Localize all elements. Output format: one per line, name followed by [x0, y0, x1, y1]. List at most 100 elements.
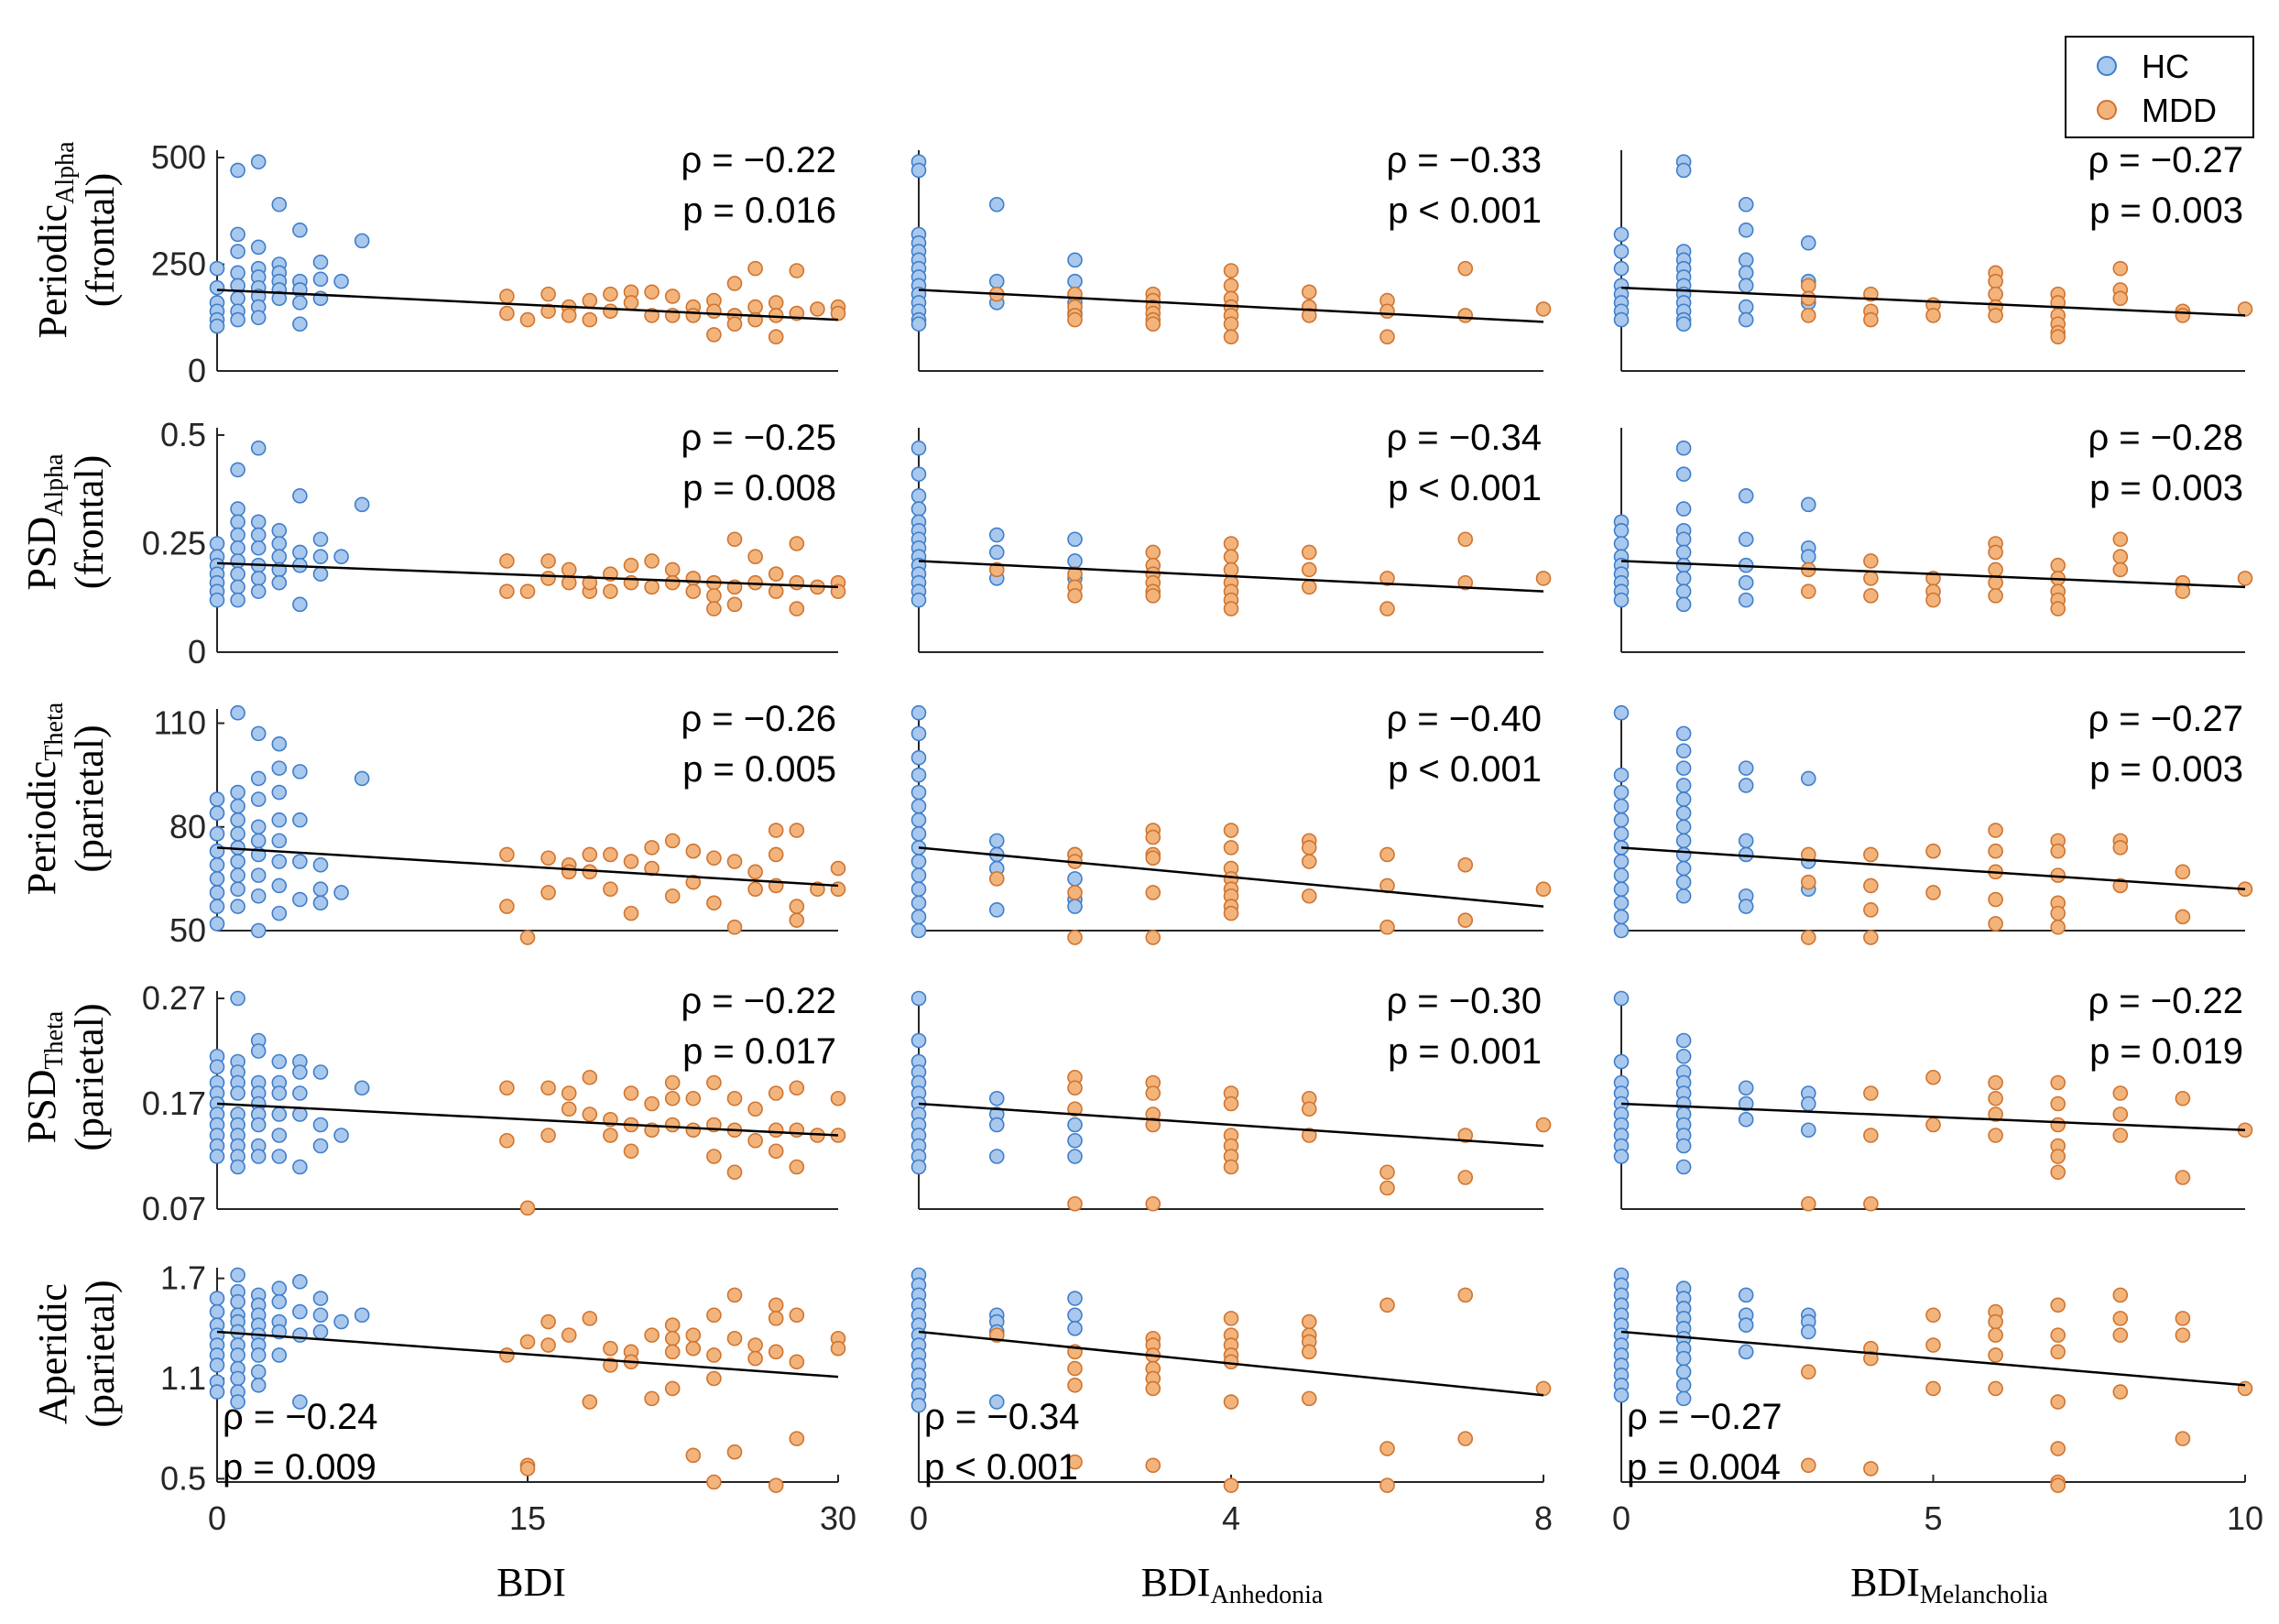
p-value-label: p < 0.001	[1388, 191, 1542, 231]
hc-point	[1067, 1132, 1083, 1149]
mdd-point	[1379, 1297, 1395, 1313]
mdd-point	[1301, 284, 1317, 300]
mdd-point	[1379, 1477, 1395, 1493]
hc-point	[250, 819, 267, 835]
y-label-row-1-line2: (frontal)	[67, 455, 112, 590]
hc-point	[250, 310, 267, 326]
mdd-point	[1067, 930, 1083, 945]
mdd-point	[768, 823, 784, 838]
hc-point	[230, 501, 245, 517]
mdd-point	[2175, 1431, 2191, 1446]
mdd-point	[2175, 1311, 2191, 1326]
mdd-point	[499, 1132, 515, 1149]
mdd-point	[1925, 1307, 1941, 1324]
hc-point	[209, 536, 225, 551]
hc-point	[988, 902, 1005, 918]
hc-point	[911, 798, 927, 814]
hc-point	[1613, 867, 1630, 883]
y-tick-label: 80	[169, 808, 206, 845]
hc-point	[230, 311, 245, 328]
mdd-point	[768, 1344, 784, 1360]
hc-point	[230, 553, 245, 569]
hc-point	[292, 764, 308, 779]
mdd-point	[1223, 1311, 1239, 1326]
mdd-point	[706, 327, 722, 343]
svg-text:PSDTheta: PSDTheta	[19, 1010, 69, 1143]
mdd-point	[1379, 919, 1395, 935]
hc-point	[911, 1397, 927, 1413]
mdd-point	[540, 1080, 556, 1096]
mdd-point	[1223, 536, 1239, 551]
hc-point	[1801, 549, 1816, 565]
mdd-point	[726, 1287, 743, 1303]
panel-r1-c1: ρ = −0.34 p < 0.001	[911, 418, 1552, 653]
x-label-col-2-main: BDI	[1850, 1560, 1920, 1605]
hc-point	[312, 1291, 329, 1306]
mdd-point	[768, 295, 784, 311]
mdd-point	[685, 1447, 702, 1464]
hc-point	[209, 791, 225, 807]
mdd-point	[1457, 531, 1474, 548]
hc-point	[1613, 1149, 1630, 1164]
mdd-point	[2175, 864, 2191, 880]
hc-point	[1067, 1307, 1083, 1324]
hc-point	[911, 812, 927, 828]
mdd-point	[2050, 1149, 2066, 1164]
mdd-point	[540, 1128, 556, 1143]
hc-point	[911, 990, 927, 1007]
hc-point	[271, 574, 288, 591]
mdd-point	[2175, 1170, 2191, 1185]
mdd-point	[1145, 829, 1161, 845]
hc-point	[230, 290, 245, 307]
hc-point	[250, 1347, 267, 1363]
hc-point	[292, 295, 308, 311]
mdd-point	[830, 1090, 846, 1106]
mdd-point	[664, 1344, 681, 1360]
hc-point	[292, 891, 308, 908]
x-label-col-2-sub: Melancholia	[1920, 1581, 2049, 1609]
mdd-point	[1801, 930, 1816, 945]
mdd-point	[789, 263, 805, 278]
hc-point	[250, 1117, 267, 1133]
mdd-point	[644, 840, 660, 856]
mdd-point	[789, 601, 805, 616]
mdd-point	[747, 1350, 763, 1367]
mdd-point	[1925, 1069, 1941, 1085]
mdd-point	[1535, 571, 1552, 586]
mdd-point	[726, 596, 743, 613]
mdd-point	[706, 1149, 722, 1164]
mdd-point	[582, 1106, 598, 1122]
rho-label: ρ = −0.28	[2088, 418, 2243, 458]
mdd-point	[685, 843, 702, 859]
mdd-point	[582, 292, 598, 309]
y-label-row-0-line2: (frontal)	[78, 173, 123, 308]
mdd-point	[1301, 854, 1317, 869]
mdd-point	[1145, 885, 1161, 900]
hc-point	[1067, 531, 1083, 548]
mdd-point	[499, 1347, 515, 1363]
rho-label: ρ = −0.34	[1386, 418, 1542, 458]
mdd-point	[726, 854, 743, 869]
hc-point	[1613, 260, 1630, 277]
hc-point	[1801, 496, 1816, 513]
mdd-point	[706, 1307, 722, 1324]
y-tick-label: 0.17	[142, 1084, 206, 1122]
hc-point	[1801, 1095, 1816, 1112]
mdd-point	[1925, 1380, 1941, 1397]
mdd-point	[768, 1085, 784, 1101]
hc-point	[271, 536, 288, 551]
panel-r2-c2: ρ = −0.27 p = 0.003	[1613, 699, 2253, 945]
hc-point	[1067, 1149, 1083, 1164]
mdd-point	[1223, 1159, 1239, 1175]
hc-point	[1613, 244, 1630, 259]
panel-r0-c0: 500 250 0 ρ = −0.22 p = 0.016	[151, 138, 846, 389]
mdd-point	[540, 1337, 556, 1353]
hc-point	[1738, 311, 1754, 328]
x-label-col-1-main: BDI	[1141, 1560, 1211, 1605]
mdd-point	[1988, 561, 2003, 578]
mdd-point	[664, 1117, 681, 1133]
mdd-point	[1379, 303, 1395, 320]
hc-point	[911, 440, 927, 456]
x-label-col-1: BDIAnhedonia	[1141, 1560, 1324, 1609]
